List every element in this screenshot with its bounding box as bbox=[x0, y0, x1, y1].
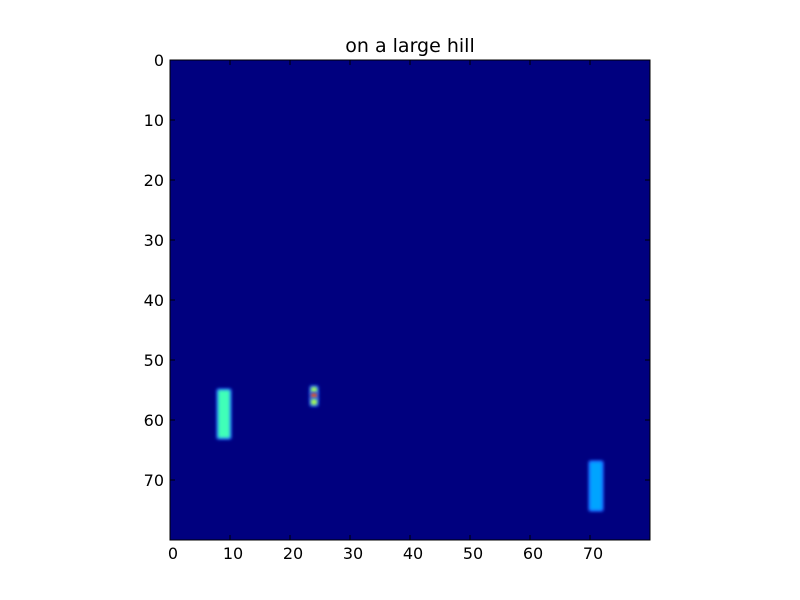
y-tick-label: 40 bbox=[144, 291, 164, 310]
x-tick-label: 0 bbox=[168, 544, 178, 563]
y-tick-label: 60 bbox=[144, 411, 164, 430]
heatmap-blob-4 bbox=[311, 399, 317, 405]
heatmap-blob-3 bbox=[311, 393, 317, 399]
y-tick-label: 0 bbox=[154, 51, 164, 70]
x-tick-label: 40 bbox=[403, 544, 423, 563]
heatmap-blob-0 bbox=[218, 390, 230, 438]
y-tick-label: 70 bbox=[144, 471, 164, 490]
x-tick-label: 10 bbox=[223, 544, 243, 563]
y-tick-label: 10 bbox=[144, 111, 164, 130]
heatmap-blob-1 bbox=[590, 462, 602, 510]
y-tick-label: 30 bbox=[144, 231, 164, 250]
x-tick-label: 30 bbox=[343, 544, 363, 563]
x-tick-label: 70 bbox=[583, 544, 603, 563]
y-tick-label: 20 bbox=[144, 171, 164, 190]
x-axis: 0 10 20 30 40 50 60 70 bbox=[168, 60, 603, 563]
x-tick-label: 20 bbox=[283, 544, 303, 563]
x-tick-label: 60 bbox=[523, 544, 543, 563]
heatmap-cells bbox=[216, 385, 604, 512]
chart-title: on a large hill bbox=[345, 35, 474, 57]
y-tick-label: 50 bbox=[144, 351, 164, 370]
x-tick-label: 50 bbox=[463, 544, 483, 563]
heatmap-blob-2 bbox=[311, 387, 317, 393]
y-axis: 0 10 20 30 40 50 60 70 bbox=[144, 51, 650, 490]
heatmap-background bbox=[170, 60, 650, 540]
